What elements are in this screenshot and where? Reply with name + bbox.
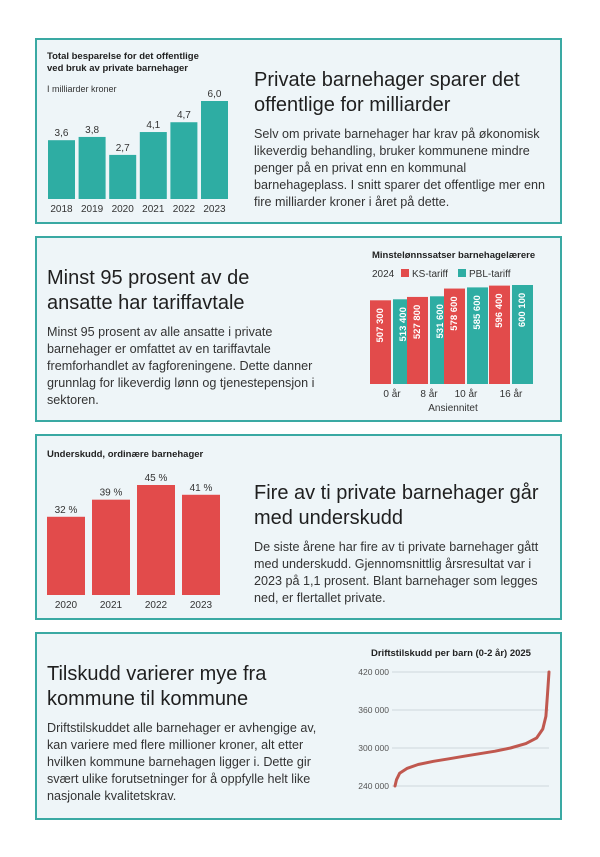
tariff-x-tick: 16 år (500, 388, 523, 400)
savings-data-label: 3,6 (55, 128, 69, 139)
grant-line-chart: 240 000 300 000 360 000 420 000 (358, 667, 551, 791)
savings-data-label: 4,1 (146, 120, 160, 131)
deficit-data-label: 45 % (145, 473, 168, 484)
tariff-data-label: 507 300 (375, 308, 386, 342)
pbl-tariff-bar (467, 287, 488, 384)
grant-y-tick: 420 000 (358, 667, 389, 677)
tariff-chart-title: Minstelønnssatser barnehagelærere (372, 250, 536, 261)
tariff-data-label: 578 600 (449, 296, 460, 330)
grant-curve (393, 670, 551, 788)
deficit-bar (47, 516, 85, 595)
deficit-bar (182, 494, 220, 595)
card-savings: Total besparelse for det offentlige ved … (35, 38, 562, 224)
ks-legend-swatch (401, 269, 409, 277)
pbl-legend-label: PBL-tariff (469, 269, 511, 280)
savings-bar (109, 154, 137, 199)
savings-bar (201, 101, 228, 199)
savings-bar (139, 132, 167, 199)
tariff-heading: Minst 95 prosent av de ansatte har tarif… (47, 267, 250, 314)
savings-body: Selv om private barnehager har krav på ø… (254, 127, 546, 209)
savings-bar-chart: 3,6 2018 3,8 2019 2,7 2020 4,1 2021 4,7 2022 6,0 20… (48, 89, 228, 215)
tariff-data-label: 513 400 (398, 307, 409, 341)
card-tariff: Minst 95 prosent av de ansatte har tarif… (35, 236, 562, 422)
deficit-x-tick: 2022 (145, 600, 168, 611)
savings-x-tick: 2022 (173, 204, 196, 215)
tariff-x-tick: 0 år (383, 388, 401, 400)
savings-x-tick: 2020 (112, 204, 135, 215)
grant-y-tick: 360 000 (358, 705, 389, 715)
deficit-x-tick: 2020 (55, 600, 78, 611)
tariff-x-tick: 10 år (455, 388, 478, 400)
tariff-bar-chart: 2024 KS-tariff PBL-tariff 507 300 513 400 0 å… (370, 269, 533, 414)
ks-tariff-bar (407, 296, 428, 384)
grant-body: Driftstilskuddet alle barnehager er avhe… (47, 721, 317, 803)
deficit-x-tick: 2021 (100, 600, 123, 611)
tariff-data-label: 596 400 (494, 293, 505, 327)
deficit-bar (137, 485, 175, 595)
tariff-data-label: 585 600 (472, 295, 483, 329)
tariff-body: Minst 95 prosent av alle ansatte i priva… (47, 325, 315, 407)
pbl-legend-swatch (458, 269, 466, 277)
deficit-x-tick: 2023 (190, 600, 213, 611)
pbl-tariff-bar (512, 285, 533, 384)
deficit-data-label: 39 % (100, 488, 123, 499)
grant-y-tick: 300 000 (358, 743, 389, 753)
savings-x-tick: 2021 (142, 204, 165, 215)
card-deficit: Underskudd, ordinære barnehager 32 % 2020… (35, 434, 562, 620)
deficit-bar (92, 499, 130, 595)
savings-bar (78, 136, 106, 199)
ks-tariff-bar (370, 300, 391, 384)
grant-chart-title: Driftstilskudd per barn (0-2 år) 2025 (371, 648, 531, 659)
ks-tariff-bar (444, 288, 465, 384)
savings-x-tick: 2018 (50, 204, 73, 215)
savings-chart-subtitle: I milliarder kroner (47, 84, 117, 94)
deficit-body: De siste årene har fire av ti private ba… (254, 540, 539, 605)
deficit-heading: Fire av ti private barnehager går med un… (254, 482, 539, 529)
savings-chart-title: Total besparelse for det offentlige ved … (47, 51, 199, 74)
tariff-data-label: 527 800 (412, 305, 423, 339)
savings-data-label: 3,8 (85, 125, 99, 136)
savings-data-label: 6,0 (208, 89, 222, 100)
deficit-data-label: 32 % (55, 505, 78, 516)
tariff-data-label: 531 600 (435, 304, 446, 338)
ks-tariff-bar (489, 285, 510, 384)
grant-heading: Tilskudd varierer mye fra kommune til ko… (47, 663, 267, 710)
tariff-data-label: 600 100 (517, 293, 528, 327)
card-grant: Tilskudd varierer mye fra kommune til ko… (35, 632, 562, 820)
savings-x-tick: 2019 (81, 204, 104, 215)
savings-data-label: 2,7 (116, 143, 130, 154)
deficit-chart-title: Underskudd, ordinære barnehager (47, 449, 204, 460)
savings-x-tick: 2023 (203, 204, 226, 215)
savings-heading: Private barnehager sparer det offentlige… (254, 69, 520, 116)
tariff-x-axis-label: Ansiennitet (428, 403, 478, 414)
tariff-legend-year: 2024 (372, 269, 395, 280)
grant-y-tick: 240 000 (358, 781, 389, 791)
tariff-x-tick: 8 år (420, 388, 438, 400)
ks-legend-label: KS-tariff (412, 269, 448, 280)
savings-bar (170, 122, 198, 199)
savings-bar (48, 140, 75, 199)
deficit-bar-chart: 32 % 2020 39 % 2021 45 % 2022 41 % 2023 (47, 473, 220, 611)
deficit-data-label: 41 % (190, 483, 213, 494)
savings-data-label: 4,7 (177, 110, 191, 121)
